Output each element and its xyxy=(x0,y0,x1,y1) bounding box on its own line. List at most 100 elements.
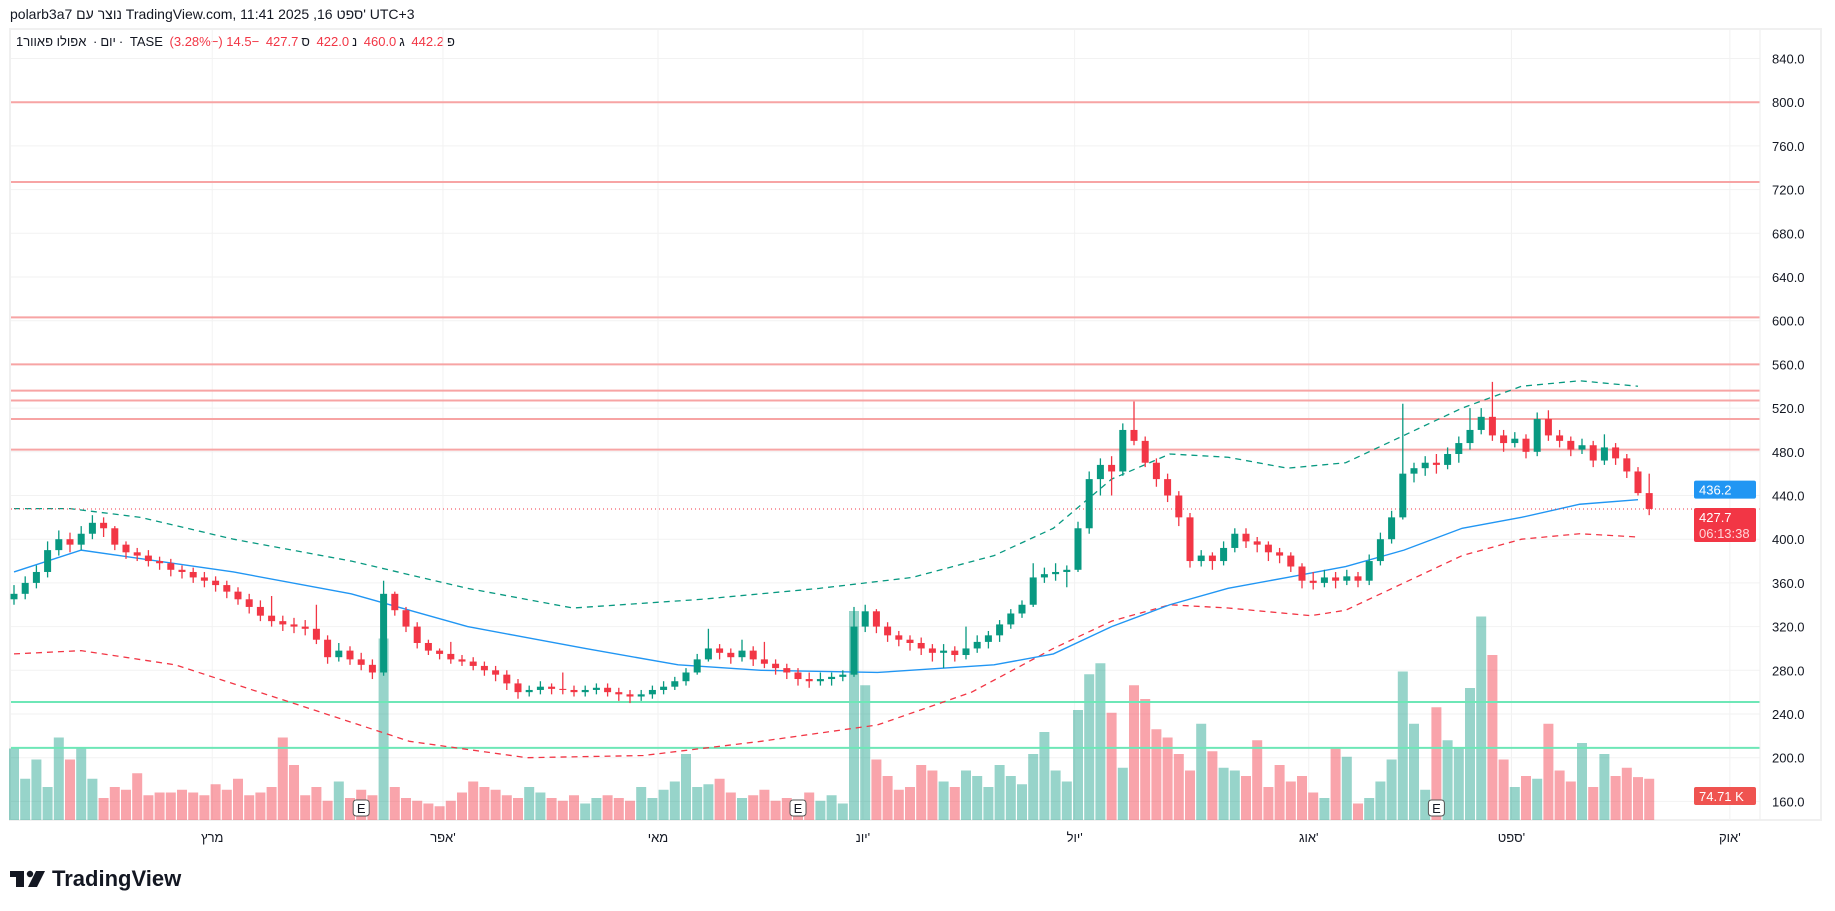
candle-body xyxy=(167,563,175,570)
candle-body xyxy=(637,694,645,697)
candle xyxy=(1164,473,1172,503)
tradingview-logo[interactable]: TradingView xyxy=(10,866,181,892)
volume-bar xyxy=(1386,759,1397,820)
legend-high-label: ג xyxy=(399,34,405,49)
candle-body xyxy=(88,522,96,534)
candle-body xyxy=(660,686,668,690)
volume-bar xyxy=(737,798,747,820)
price-axis-label: 600.0 xyxy=(1772,314,1805,329)
candle-body xyxy=(749,650,757,660)
candle-body xyxy=(973,641,981,649)
candle-body xyxy=(256,606,264,616)
volume-bar xyxy=(1442,740,1453,820)
candle xyxy=(1354,571,1362,588)
volume-bar xyxy=(1297,776,1307,820)
volume-bar xyxy=(1599,754,1610,820)
candle xyxy=(1186,512,1194,568)
volume-bar xyxy=(1005,776,1016,820)
candle xyxy=(772,659,780,675)
candle xyxy=(469,657,477,671)
time-axis-label: אוק' xyxy=(1719,830,1741,845)
legend-low: 422.0 xyxy=(316,34,350,49)
price-axis-label: 320.0 xyxy=(1772,620,1805,635)
candle-body xyxy=(245,599,253,607)
candle-body xyxy=(1399,473,1407,518)
candle xyxy=(917,637,925,656)
candle xyxy=(312,604,320,645)
volume-bar xyxy=(1554,770,1565,820)
time-axis-label: מרץ xyxy=(201,830,223,845)
candle xyxy=(581,685,589,697)
price-axis-label: 840.0 xyxy=(1772,52,1805,67)
earnings-marker-label: E xyxy=(357,801,366,816)
volume-bar xyxy=(972,776,983,820)
volume-bar xyxy=(165,792,176,820)
price-axis-label: 360.0 xyxy=(1772,576,1805,591)
candle xyxy=(637,689,645,701)
ma-price-badge-text: 436.2 xyxy=(1699,483,1732,498)
candle-body xyxy=(44,550,52,572)
candle xyxy=(536,681,544,695)
volume-bar xyxy=(1252,740,1263,820)
legend-open: 442.2 xyxy=(411,34,444,49)
volume-bar xyxy=(871,759,882,820)
candle xyxy=(1074,521,1082,572)
volume-bar xyxy=(20,778,31,820)
candle-body xyxy=(940,650,948,653)
earnings-marker-box xyxy=(789,799,807,817)
legend-symbol-name[interactable]: אפולו פאוור xyxy=(23,34,87,49)
volume-badge: 74.71 K xyxy=(1694,787,1756,805)
volume-bar xyxy=(121,789,131,820)
candle xyxy=(268,596,276,627)
candle xyxy=(436,648,444,660)
candle-body xyxy=(895,635,903,640)
candle xyxy=(749,646,757,666)
candle-body xyxy=(111,528,119,545)
candle-body xyxy=(1645,493,1653,509)
earnings-marker[interactable]: E xyxy=(789,799,807,817)
candle xyxy=(301,620,309,636)
price-axis-label: 680.0 xyxy=(1772,226,1805,241)
candle-body xyxy=(223,585,231,592)
time-axis-label: אפר' xyxy=(430,830,456,845)
time-axis-label: יול' xyxy=(1067,830,1083,845)
last-price-badge-bg xyxy=(1694,507,1756,542)
candle-body xyxy=(189,571,197,578)
earnings-marker[interactable]: E xyxy=(352,799,370,817)
candle-body xyxy=(872,611,880,627)
candle-body xyxy=(1007,613,1015,625)
volume-bar xyxy=(1095,663,1106,820)
candle-body xyxy=(536,686,544,690)
volume-bar xyxy=(1050,770,1061,820)
candle xyxy=(626,689,634,704)
volume-bar xyxy=(1420,789,1431,820)
volume-bar xyxy=(580,803,591,820)
candle-body xyxy=(727,652,735,658)
volume-bar xyxy=(1476,616,1487,820)
volume-bar xyxy=(513,798,523,820)
candle xyxy=(559,672,567,695)
candle xyxy=(716,644,724,660)
volume-bar xyxy=(401,798,411,820)
volume-bar xyxy=(311,787,322,820)
candle xyxy=(704,628,712,662)
candle-body xyxy=(1388,517,1396,540)
candle xyxy=(525,685,533,697)
candle xyxy=(615,687,623,701)
candle-body xyxy=(1511,438,1519,444)
earnings-marker-label: E xyxy=(794,801,803,816)
earnings-marker[interactable]: E xyxy=(1427,799,1445,817)
candle xyxy=(604,683,612,697)
volume-bar xyxy=(31,759,42,820)
candle xyxy=(1220,541,1228,566)
volume-bar xyxy=(1218,767,1229,820)
candle-body xyxy=(1029,577,1037,605)
candle xyxy=(245,593,253,614)
candle xyxy=(1040,567,1048,583)
candle xyxy=(133,547,141,562)
volume-bar xyxy=(748,795,759,820)
candle-body xyxy=(21,582,29,594)
volume-bar xyxy=(65,759,75,820)
volume-bar xyxy=(1173,754,1184,820)
